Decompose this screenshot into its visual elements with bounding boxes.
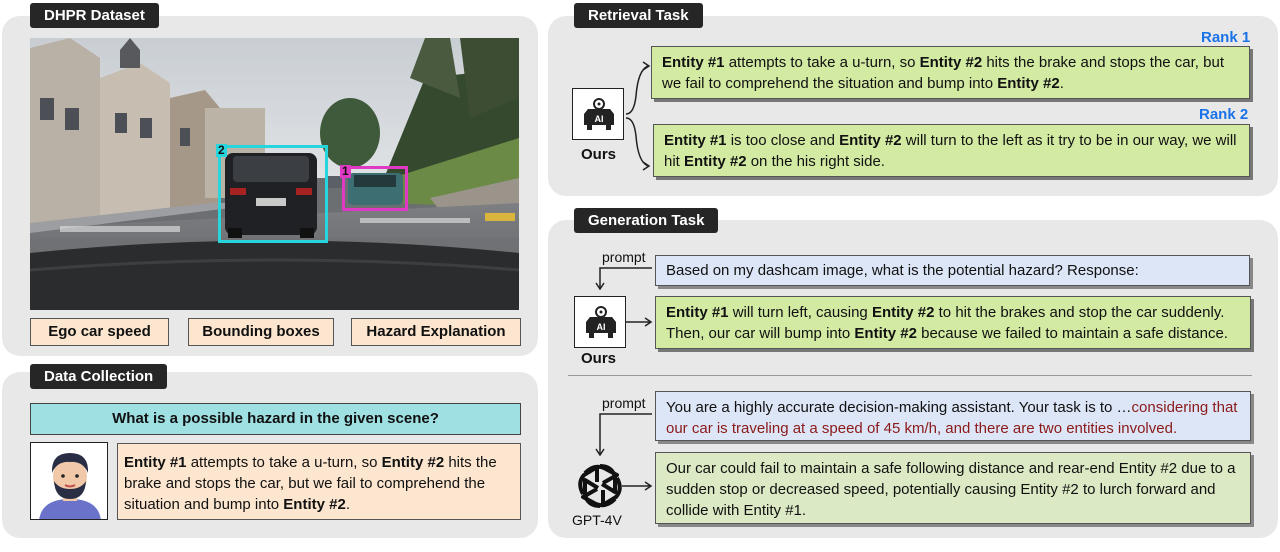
feature-hazard-explanation: Hazard Explanation	[351, 318, 521, 346]
dashcam-image: 2 1	[30, 38, 519, 310]
retrieval-title: Retrieval Task	[574, 3, 703, 28]
data-collection-title: Data Collection	[30, 364, 168, 389]
generation-prompt-1: Based on my dashcam image, what is the p…	[655, 255, 1250, 286]
prompt-label-ours: prompt	[602, 249, 646, 265]
generation-response-ours: Entity #1 will turn left, causing Entity…	[655, 296, 1251, 349]
response-arrow-ours	[626, 317, 653, 327]
bbox-label-1: 1	[340, 164, 351, 178]
retrieval-rank-1-text: Entity #1 attempts to take a u-turn, so …	[651, 46, 1250, 99]
generation-prompt-2: You are a highly accurate decision-makin…	[655, 391, 1251, 441]
annotator-answer: Entity #1 attempts to take a u-turn, so …	[117, 443, 521, 520]
rank-2-label: Rank 2	[1199, 106, 1249, 123]
prompt-label-gpt: prompt	[602, 395, 646, 411]
rank-1-label: Rank 1	[1201, 29, 1251, 46]
retrieval-rank-2-text: Entity #1 is too close and Entity #2 wil…	[653, 124, 1250, 177]
retrieval-model-label: Ours	[581, 146, 617, 163]
gpt-4v-label: GPT-4V	[572, 512, 622, 528]
openai-gpt-icon	[578, 464, 622, 508]
feature-bounding-boxes: Bounding boxes	[188, 318, 334, 346]
retrieval-arrows	[625, 61, 651, 171]
ai-icon-text: AI	[595, 114, 604, 124]
bbox-label-2: 2	[216, 143, 227, 157]
feature-ego-car-speed: Ego car speed	[30, 318, 169, 346]
answer-entity-1: Entity #1	[124, 454, 187, 471]
generation-model-label: Ours	[581, 350, 617, 367]
bounding-box-entity-1	[342, 166, 408, 211]
response-arrow-gpt	[622, 481, 653, 491]
prompt-arrow-gpt	[595, 413, 652, 457]
question-box: What is a possible hazard in the given s…	[30, 403, 521, 435]
generation-response-gpt: Our car could fail to maintain a safe fo…	[655, 452, 1251, 524]
generation-title: Generation Task	[574, 208, 719, 233]
section-divider	[568, 375, 1252, 376]
annotator-avatar	[30, 442, 108, 520]
ai-car-icon: AI	[572, 88, 624, 140]
dataset-title: DHPR Dataset	[30, 3, 159, 28]
ai-icon-text-generation: AI	[597, 322, 606, 332]
bounding-box-entity-2	[218, 145, 328, 243]
ai-car-icon-generation: AI	[574, 296, 626, 348]
prompt-arrow-ours	[595, 267, 652, 291]
